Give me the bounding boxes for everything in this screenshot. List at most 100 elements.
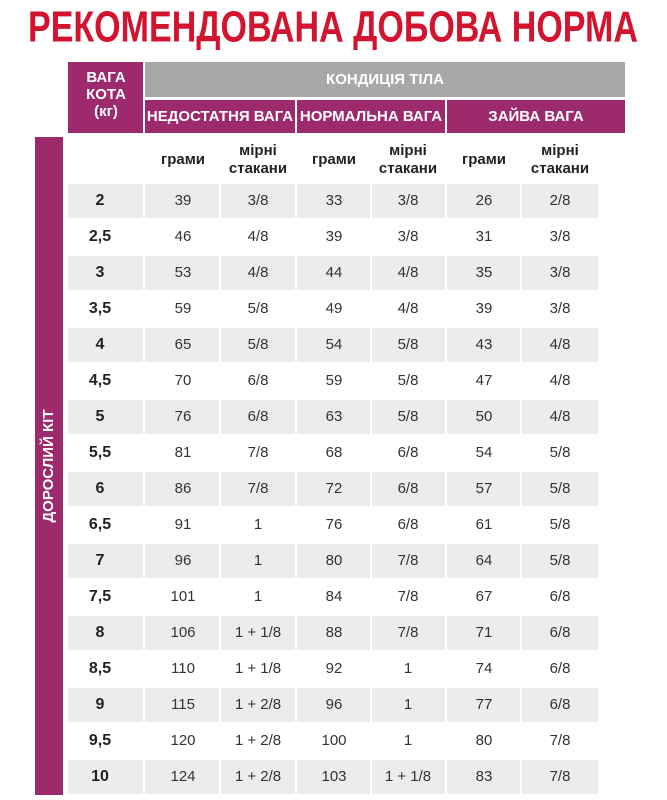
- value-cell: 1: [404, 660, 412, 677]
- cell-bg: [522, 616, 598, 650]
- value-cell: 3/8: [248, 192, 269, 209]
- value-cell: 31: [476, 228, 493, 245]
- cell-bg: [522, 472, 598, 506]
- value-cell: 5/8: [550, 444, 571, 461]
- cell-bg: [297, 256, 370, 290]
- subheader: грами: [312, 151, 356, 168]
- weight-cell: 10: [91, 768, 109, 785]
- cell-bg: [447, 256, 520, 290]
- value-cell: 1 + 2/8: [235, 732, 281, 749]
- weight-cell: 4: [96, 336, 105, 353]
- weight-cell: 3,5: [89, 300, 111, 317]
- value-cell: 6/8: [398, 444, 419, 461]
- value-cell: 3/8: [550, 264, 571, 281]
- value-cell: 1 + 1/8: [235, 624, 281, 641]
- value-cell: 100: [321, 732, 346, 749]
- cell-bg: [221, 688, 295, 722]
- value-cell: 5/8: [398, 372, 419, 389]
- value-cell: 63: [326, 408, 343, 425]
- value-cell: 71: [476, 624, 493, 641]
- value-cell: 110: [171, 660, 195, 677]
- value-cell: 1: [404, 696, 412, 713]
- value-cell: 124: [170, 768, 195, 785]
- value-cell: 92: [326, 660, 343, 677]
- group-header: НОРМАЛЬНА ВАГА: [300, 108, 442, 125]
- cell-bg: [447, 328, 520, 362]
- cell-bg: [447, 616, 520, 650]
- cell-bg: [145, 184, 219, 218]
- value-cell: 6/8: [248, 372, 269, 389]
- value-cell: 80: [476, 732, 493, 749]
- group-header: ЗАЙВА ВАГА: [488, 107, 584, 125]
- value-cell: 4/8: [398, 264, 419, 281]
- weight-cell: 6: [96, 480, 105, 497]
- weight-cell: 2,5: [89, 228, 111, 245]
- value-cell: 35: [476, 264, 493, 281]
- value-cell: 59: [326, 372, 343, 389]
- cell-bg: [297, 184, 370, 218]
- weight-cell: 9: [96, 696, 105, 713]
- value-cell: 53: [175, 264, 192, 281]
- cell-bg: [145, 616, 219, 650]
- value-cell: 7/8: [248, 480, 269, 497]
- cell-bg: [145, 328, 219, 362]
- value-cell: 54: [476, 444, 493, 461]
- cell-bg: [522, 256, 598, 290]
- subheader: мірні: [389, 142, 427, 159]
- cell-bg: [68, 256, 143, 290]
- cell-bg: [522, 328, 598, 362]
- value-cell: 3/8: [550, 300, 571, 317]
- weight-cell: 8: [96, 624, 105, 641]
- value-cell: 101: [170, 588, 195, 605]
- value-cell: 1: [404, 732, 412, 749]
- value-cell: 6/8: [550, 588, 571, 605]
- weight-cell: 5: [96, 408, 105, 425]
- value-cell: 6/8: [550, 660, 571, 677]
- cell-bg: [221, 328, 295, 362]
- value-cell: 96: [326, 696, 343, 713]
- cell-bg: [68, 328, 143, 362]
- value-cell: 81: [175, 444, 192, 461]
- value-cell: 2/8: [550, 192, 571, 209]
- value-cell: 76: [175, 408, 192, 425]
- cell-bg: [297, 544, 370, 578]
- value-cell: 64: [476, 552, 493, 569]
- cell-bg: [372, 256, 445, 290]
- weight-header: КОТА: [86, 86, 126, 103]
- subheader: стакани: [379, 160, 437, 177]
- value-cell: 6/8: [550, 696, 571, 713]
- value-cell: 44: [326, 264, 343, 281]
- value-cell: 4/8: [550, 372, 571, 389]
- cell-bg: [68, 400, 143, 434]
- subheader: мірні: [239, 142, 277, 159]
- value-cell: 77: [476, 696, 493, 713]
- weight-cell: 4,5: [89, 372, 111, 389]
- value-cell: 1 + 2/8: [235, 696, 281, 713]
- group-header-bg: [297, 100, 445, 133]
- weight-header-bg: [68, 62, 143, 133]
- cell-bg: [447, 688, 520, 722]
- value-cell: 3/8: [398, 192, 419, 209]
- weight-cell: 6,5: [89, 516, 111, 533]
- value-cell: 5/8: [398, 408, 419, 425]
- cell-bg: [145, 400, 219, 434]
- value-cell: 61: [476, 516, 493, 533]
- value-cell: 106: [170, 624, 195, 641]
- value-cell: 83: [476, 768, 493, 785]
- value-cell: 1: [254, 516, 262, 533]
- weight-cell: 2: [96, 192, 105, 209]
- value-cell: 72: [326, 480, 343, 497]
- value-cell: 91: [175, 516, 192, 533]
- weight-cell: 7: [96, 552, 105, 569]
- weight-header: ВАГА: [86, 69, 125, 86]
- weight-cell: 9,5: [89, 732, 111, 749]
- cell-bg: [297, 616, 370, 650]
- subheader: стакани: [229, 160, 287, 177]
- cell-bg: [447, 544, 520, 578]
- value-cell: 96: [175, 552, 192, 569]
- value-cell: 5/8: [550, 552, 571, 569]
- value-cell: 68: [326, 444, 343, 461]
- value-cell: 5/8: [550, 516, 571, 533]
- cell-bg: [221, 616, 295, 650]
- cell-bg: [447, 760, 520, 794]
